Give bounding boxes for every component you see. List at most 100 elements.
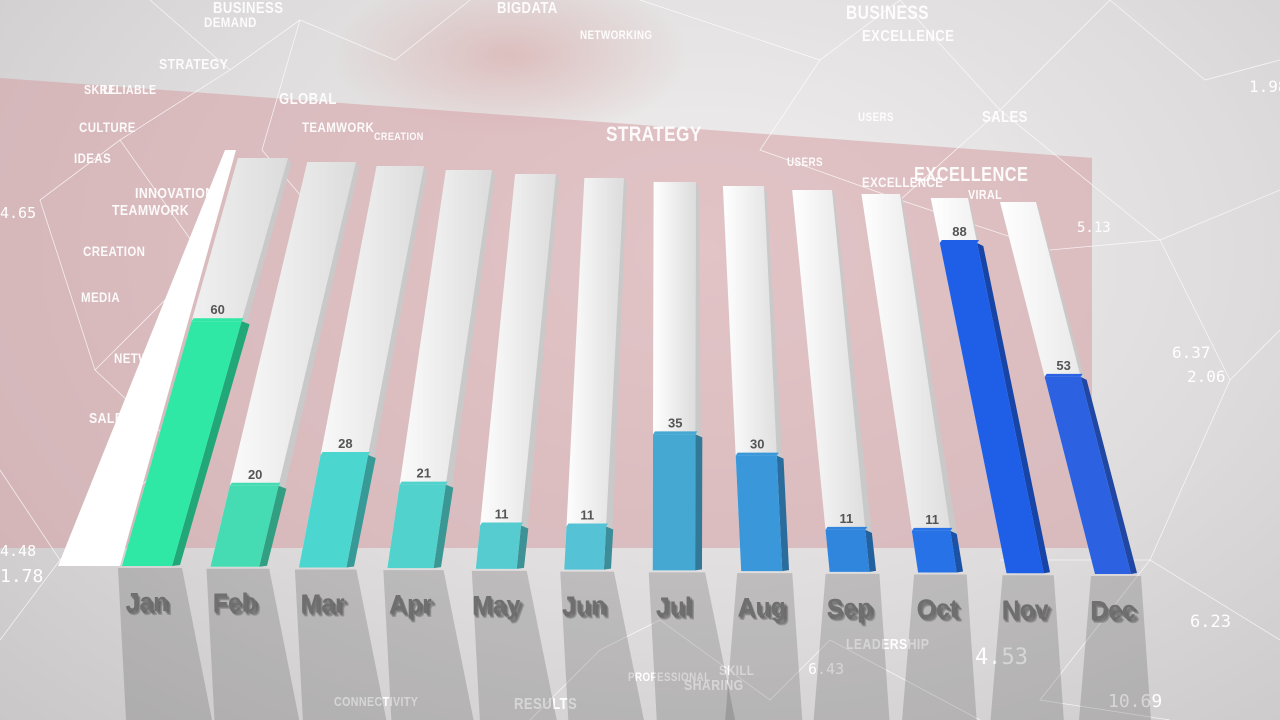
bar-fill-side	[346, 455, 376, 568]
background-word: EXCELLENCE	[914, 164, 1029, 186]
bar-fill	[475, 525, 522, 569]
bar-fill	[1044, 376, 1131, 574]
background-word: STRATEGY	[159, 56, 229, 73]
background-word: DEMAND	[204, 14, 257, 30]
background-word: INNOVATION	[135, 185, 215, 202]
month-label-shadow: Nov	[1004, 598, 1054, 628]
bar-fill-top	[653, 431, 698, 435]
bar-shadow	[471, 570, 557, 720]
month-label-shadow: Oct	[917, 596, 961, 626]
month-label-shadow: Oct	[918, 597, 962, 627]
bar-shadow	[294, 569, 387, 720]
month-label-shadow: Mar	[303, 592, 349, 622]
background-number: 4.48	[0, 542, 37, 560]
bar-track	[387, 170, 492, 569]
bar-fill	[210, 485, 279, 567]
month-tick-label: Aug	[738, 594, 786, 623]
bar-value-label: 11	[925, 512, 939, 527]
bar-fill-side	[259, 485, 287, 567]
month-label-shadow: Feb	[213, 590, 259, 620]
bar-fill-top	[320, 452, 371, 456]
month-label-shadow: Feb	[215, 592, 261, 622]
background-word: RELIABLE	[100, 82, 157, 97]
background-number: 6.43	[808, 660, 844, 678]
background-word: GLOBAL	[279, 91, 337, 108]
month-label-shadow: Sep	[827, 595, 875, 625]
background-word: MEDIA	[81, 289, 121, 305]
bar-value-label: 60	[210, 302, 224, 317]
month-label-shadow: Nov	[1002, 596, 1052, 626]
background-number: 4.65	[0, 204, 37, 222]
background-word: PROFESSIONAL	[628, 670, 711, 684]
bar-track-side	[900, 194, 963, 573]
bar-fill-top	[825, 526, 868, 530]
background-word: EXCELLENCE	[862, 174, 944, 190]
month-label-shadow: Dec	[1092, 598, 1140, 628]
bar-fill-side	[516, 525, 529, 569]
bar-shadow	[813, 573, 890, 720]
month-label-shadow: May	[472, 591, 523, 621]
background-word: BUSINESS	[846, 3, 929, 24]
background-word: TEAMWORK	[302, 119, 375, 135]
background-word: BUSINESS	[213, 0, 284, 17]
bar-fill-top	[939, 240, 980, 244]
month-label-shadow: Jun	[563, 594, 609, 624]
bar-shadow	[1079, 576, 1151, 720]
bar-fill	[911, 530, 957, 573]
background-number: 10.69	[1108, 691, 1162, 712]
background-number: 1.78	[0, 566, 44, 587]
month-tick-label: Oct	[917, 595, 959, 624]
bar-track-side	[259, 162, 360, 567]
bar-shadow	[206, 568, 300, 720]
month-label-shadow: Mar	[302, 591, 348, 621]
month-label-shadow: May	[473, 592, 524, 622]
background-word: SKILL	[719, 662, 754, 678]
bar-fill-side	[950, 530, 963, 573]
bar-fill	[825, 529, 870, 572]
bar-track	[564, 178, 624, 570]
month-label-shadow: Jan	[126, 589, 171, 619]
bar-shadow	[725, 573, 803, 720]
month-label-shadow: Jul	[657, 593, 695, 623]
background-word: TEAMWORK	[112, 202, 190, 219]
bar-fill-side	[695, 434, 703, 571]
month-label-shadow: Jun	[562, 592, 608, 622]
month-label-shadow: Jul	[658, 595, 696, 625]
month-label-shadow: Dec	[1092, 599, 1140, 629]
month-label-shadow: Jan	[128, 591, 173, 621]
month-label-shadow: Apr	[390, 592, 435, 622]
bar-fill	[939, 243, 1044, 574]
bar-fill-side	[603, 526, 614, 570]
bar-track	[861, 194, 957, 573]
background-word: VIRAL	[968, 187, 1003, 202]
month-label-shadow: Oct	[919, 598, 963, 628]
background-number: 5.13	[1077, 220, 1111, 236]
month-label-shadow: Apr	[390, 591, 435, 621]
bar-fill-top	[1044, 373, 1083, 377]
bar-fill	[652, 434, 696, 571]
background-number: 6.37	[1172, 343, 1211, 362]
month-tick-label: Jan	[126, 588, 169, 617]
month-label-shadow: Dec	[1090, 596, 1138, 626]
bar-value-label: 21	[416, 466, 430, 481]
background-number: 4.53	[975, 645, 1028, 670]
bar-fill-side	[172, 321, 250, 566]
bar-fill-side	[1080, 376, 1137, 574]
bar-fill-side	[977, 243, 1050, 574]
bar-track	[792, 190, 870, 572]
month-label-shadow: May	[474, 594, 525, 624]
background-word: SALES	[982, 109, 1028, 126]
bar-fill-top	[480, 522, 524, 526]
background-word: NETWORKING	[580, 28, 653, 42]
background-word: SKILL	[84, 82, 117, 97]
background-word: EXCELLENCE	[862, 28, 955, 45]
